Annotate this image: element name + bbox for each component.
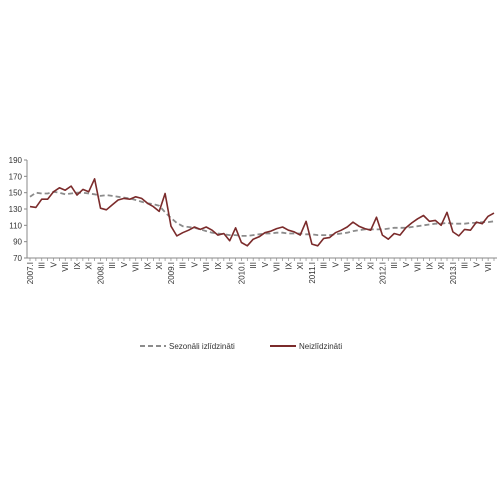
- x-tick-label: VII: [273, 262, 282, 272]
- legend-label-unadjusted: Neizlīdzināti: [299, 342, 342, 351]
- legend: Sezonāli izlīdzināti Neizlīdzināti: [140, 342, 342, 351]
- x-tick-label: 2013.I: [449, 262, 458, 284]
- x-tick-label: V: [190, 261, 199, 267]
- series-line-seasonally-adjusted: [29, 190, 495, 237]
- x-tick-label: V: [120, 261, 129, 267]
- x-tick-label: XI: [155, 262, 164, 270]
- x-axis: 2007.I III V VII IX XI 2008.I III V VII IX XI 2009.I…: [26, 257, 497, 284]
- y-tick-label: 130: [9, 205, 23, 214]
- series-layer: [29, 178, 495, 247]
- x-tick-label: VII: [484, 262, 493, 272]
- x-tick-label: XI: [437, 262, 446, 270]
- y-tick-label: 70: [13, 254, 22, 263]
- y-tick-label: 110: [9, 221, 22, 230]
- x-tick-label: III: [320, 262, 329, 269]
- legend-label-seasonally-adjusted: Sezonāli izlīdzināti: [169, 342, 235, 351]
- x-tick-label: V: [472, 261, 481, 267]
- x-tick-label: 2009.I: [167, 262, 176, 284]
- y-tick-label: 150: [9, 189, 23, 198]
- series-line-unadjusted: [29, 178, 495, 247]
- x-tick-label: 2008.I: [96, 262, 105, 284]
- x-tick-label: V: [331, 261, 340, 267]
- x-tick-label: 2012.I: [378, 262, 387, 284]
- x-tick-label: VII: [343, 262, 352, 272]
- x-tick-label: III: [461, 262, 470, 269]
- x-tick-label: III: [390, 262, 399, 269]
- x-tick-label: 2010.I: [237, 262, 246, 284]
- x-tick-label: V: [49, 261, 58, 267]
- x-tick-label: XI: [85, 262, 94, 270]
- y-tick-label: 170: [9, 172, 23, 181]
- x-tick-label: VII: [132, 262, 141, 272]
- y-tick-label: 90: [13, 238, 22, 247]
- x-tick-label: IX: [73, 261, 82, 269]
- x-tick-label: XI: [226, 262, 235, 270]
- x-tick-label: VII: [202, 262, 211, 272]
- x-tick-label: IX: [425, 261, 434, 269]
- x-tick-label: III: [179, 262, 188, 269]
- y-axis: 70 90 110 130 150 170 190: [9, 156, 28, 263]
- x-tick-label: IX: [143, 261, 152, 269]
- x-tick-label: III: [249, 262, 258, 269]
- x-tick-label: V: [261, 261, 270, 267]
- x-tick-label: 2007.I: [26, 262, 35, 284]
- y-tick-label: 190: [9, 156, 23, 165]
- x-tick-label: III: [108, 262, 117, 269]
- x-tick-label: IX: [214, 261, 223, 269]
- x-tick-label: V: [402, 261, 411, 267]
- x-tick-label: XI: [296, 262, 305, 270]
- x-tick-label: III: [38, 262, 47, 269]
- x-tick-label: XI: [367, 262, 376, 270]
- x-tick-label: IX: [355, 261, 364, 269]
- x-tick-label: VII: [414, 262, 423, 272]
- x-tick-label: VII: [61, 262, 70, 272]
- x-tick-label: 2011.I: [308, 262, 317, 284]
- x-tick-label: IX: [284, 261, 293, 269]
